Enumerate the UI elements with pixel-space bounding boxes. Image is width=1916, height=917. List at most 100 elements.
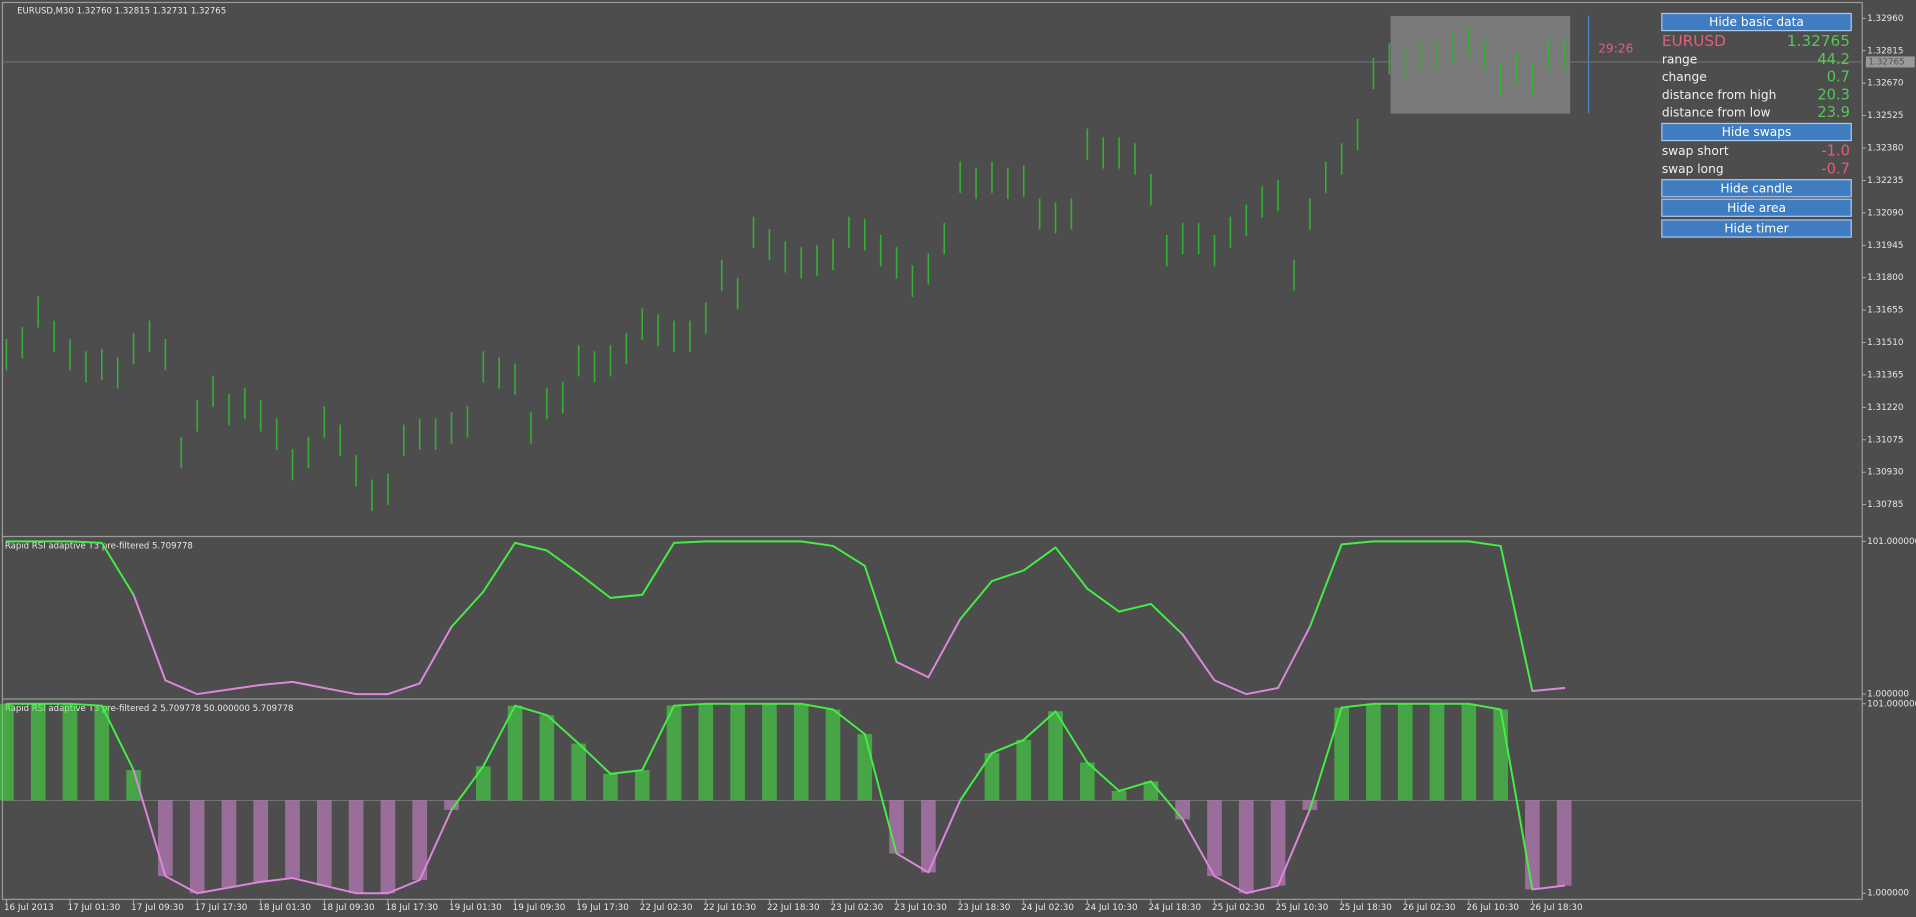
histogram-bar xyxy=(1207,800,1222,877)
indicator-segment xyxy=(673,702,707,707)
y-tick-label: 1.000000 xyxy=(1867,690,1909,700)
row-value: 23.9 xyxy=(1817,104,1850,121)
button-label[interactable]: Hide area xyxy=(1727,201,1786,215)
indicator-segment xyxy=(1531,884,1566,891)
x-tick-label: 26 Jul 10:30 xyxy=(1466,903,1519,913)
x-tick-label: 23 Jul 18:30 xyxy=(958,903,1011,913)
button[interactable]: Hide area xyxy=(1661,198,1852,217)
button-face[interactable] xyxy=(1661,179,1852,198)
button-face[interactable] xyxy=(1661,219,1852,238)
indicator-segment xyxy=(196,886,230,895)
histogram-bar xyxy=(348,800,364,894)
button-face[interactable] xyxy=(1661,198,1852,217)
y-tick-label: 101.000000 xyxy=(1867,699,1916,709)
histogram-bar xyxy=(762,703,777,801)
row-value: 0.7 xyxy=(1827,69,1850,86)
indicator-segment xyxy=(927,799,962,874)
indicator-segment xyxy=(609,769,644,775)
row-label: range xyxy=(1662,52,1697,66)
indicator-segment xyxy=(1086,587,1121,613)
histogram-bar xyxy=(189,800,205,894)
indicator-segment xyxy=(291,680,326,689)
x-tick-label: 23 Jul 10:30 xyxy=(894,903,947,913)
button-label[interactable]: Hide candle xyxy=(1720,181,1792,195)
button-label[interactable]: Hide swaps xyxy=(1722,125,1792,139)
indicator-segment xyxy=(545,714,580,745)
x-tick-label: 25 Jul 02:30 xyxy=(1212,903,1265,913)
indicator-segment xyxy=(1181,633,1216,682)
indicator-segment xyxy=(259,877,294,883)
current-price-box xyxy=(1865,56,1915,68)
indicator-segment xyxy=(1118,602,1152,613)
histogram-bar xyxy=(1429,703,1445,801)
indicator-segment xyxy=(259,680,294,686)
y-tick-label: 1.32525 xyxy=(1867,111,1903,121)
indicator-segment xyxy=(545,549,580,575)
indicator-segment xyxy=(990,569,1025,583)
indicator-segment xyxy=(1149,780,1184,821)
button-label[interactable]: Hide basic data xyxy=(1709,15,1804,29)
histogram-bar xyxy=(1143,781,1159,801)
y-tick-label: 1.31800 xyxy=(1867,273,1903,283)
info-panel: Hide basic data EURUSD 1.32765 range 44.… xyxy=(1661,12,1852,238)
indicator-segment xyxy=(863,733,898,855)
button[interactable]: Hide basic data xyxy=(1661,12,1852,32)
indicator-segment xyxy=(164,875,199,895)
histogram-bar xyxy=(380,800,396,894)
symbol: EURUSD xyxy=(1662,32,1726,50)
indicator-segment xyxy=(832,708,866,736)
x-tick-label: 26 Jul 02:30 xyxy=(1403,903,1456,913)
plot-layer: EURUSD,M30 1.32760 1.32815 1.32731 1.327… xyxy=(0,7,1916,913)
button-face[interactable] xyxy=(1661,12,1852,32)
indicator-segment xyxy=(800,702,834,711)
histogram-bar xyxy=(825,709,841,801)
button[interactable]: Hide swaps xyxy=(1661,122,1852,142)
indicator-segment xyxy=(1022,710,1057,741)
indicator-segment xyxy=(1054,710,1089,764)
indicator-segment xyxy=(959,752,993,802)
x-tick-label: 25 Jul 10:30 xyxy=(1276,903,1329,913)
button-label[interactable]: Hide timer xyxy=(1724,222,1789,236)
x-tick-label: 24 Jul 02:30 xyxy=(1021,903,1074,913)
indicator-segment xyxy=(514,541,548,552)
x-tick-label: 24 Jul 18:30 xyxy=(1148,903,1201,913)
button[interactable]: Hide candle xyxy=(1661,179,1852,198)
indicator-segment xyxy=(800,540,834,547)
histogram-bar xyxy=(1302,800,1318,810)
y-tick-label: 1.000000 xyxy=(1867,889,1909,899)
indicator-segment xyxy=(1499,544,1534,693)
histogram-bar xyxy=(698,703,714,801)
histogram-bar xyxy=(1366,703,1381,801)
x-tick-label: 26 Jul 18:30 xyxy=(1530,903,1583,913)
histogram-bar xyxy=(857,734,873,801)
row-label: swap short xyxy=(1662,144,1729,158)
indicator-segment xyxy=(1181,818,1216,878)
x-tick-label: 22 Jul 18:30 xyxy=(767,903,820,913)
range-area xyxy=(1390,15,1571,114)
indicator-segment xyxy=(1245,884,1280,895)
y-tick-label: 1.31220 xyxy=(1867,403,1903,413)
indicator-segment xyxy=(1213,679,1248,696)
row-value: -0.7 xyxy=(1821,160,1850,177)
button[interactable]: Hide timer xyxy=(1661,219,1852,238)
indicator-segment xyxy=(227,880,262,889)
y-tick-label: 1.31655 xyxy=(1867,306,1903,316)
x-tick-label: 17 Jul 01:30 xyxy=(68,903,121,913)
indicator-segment xyxy=(863,564,898,663)
histogram-bar xyxy=(1016,739,1032,801)
histogram-bar xyxy=(730,703,745,801)
indicator-segment xyxy=(577,572,612,599)
indicator-segment xyxy=(100,704,135,772)
indicator-segment xyxy=(959,580,993,621)
indicator-segment xyxy=(164,679,199,696)
x-tick-label: 22 Jul 10:30 xyxy=(703,903,756,913)
histogram-bar xyxy=(1238,800,1254,894)
x-tick-label: 18 Jul 01:30 xyxy=(258,903,311,913)
indicator-segment xyxy=(450,765,485,811)
histogram-bar xyxy=(539,715,555,801)
indicator-segment xyxy=(609,593,644,599)
button-face[interactable] xyxy=(1661,122,1852,142)
indicator-segment xyxy=(450,590,485,628)
panel-title: Rapid RSI adaptive T3 pre-filtered 2 5.7… xyxy=(5,704,294,714)
